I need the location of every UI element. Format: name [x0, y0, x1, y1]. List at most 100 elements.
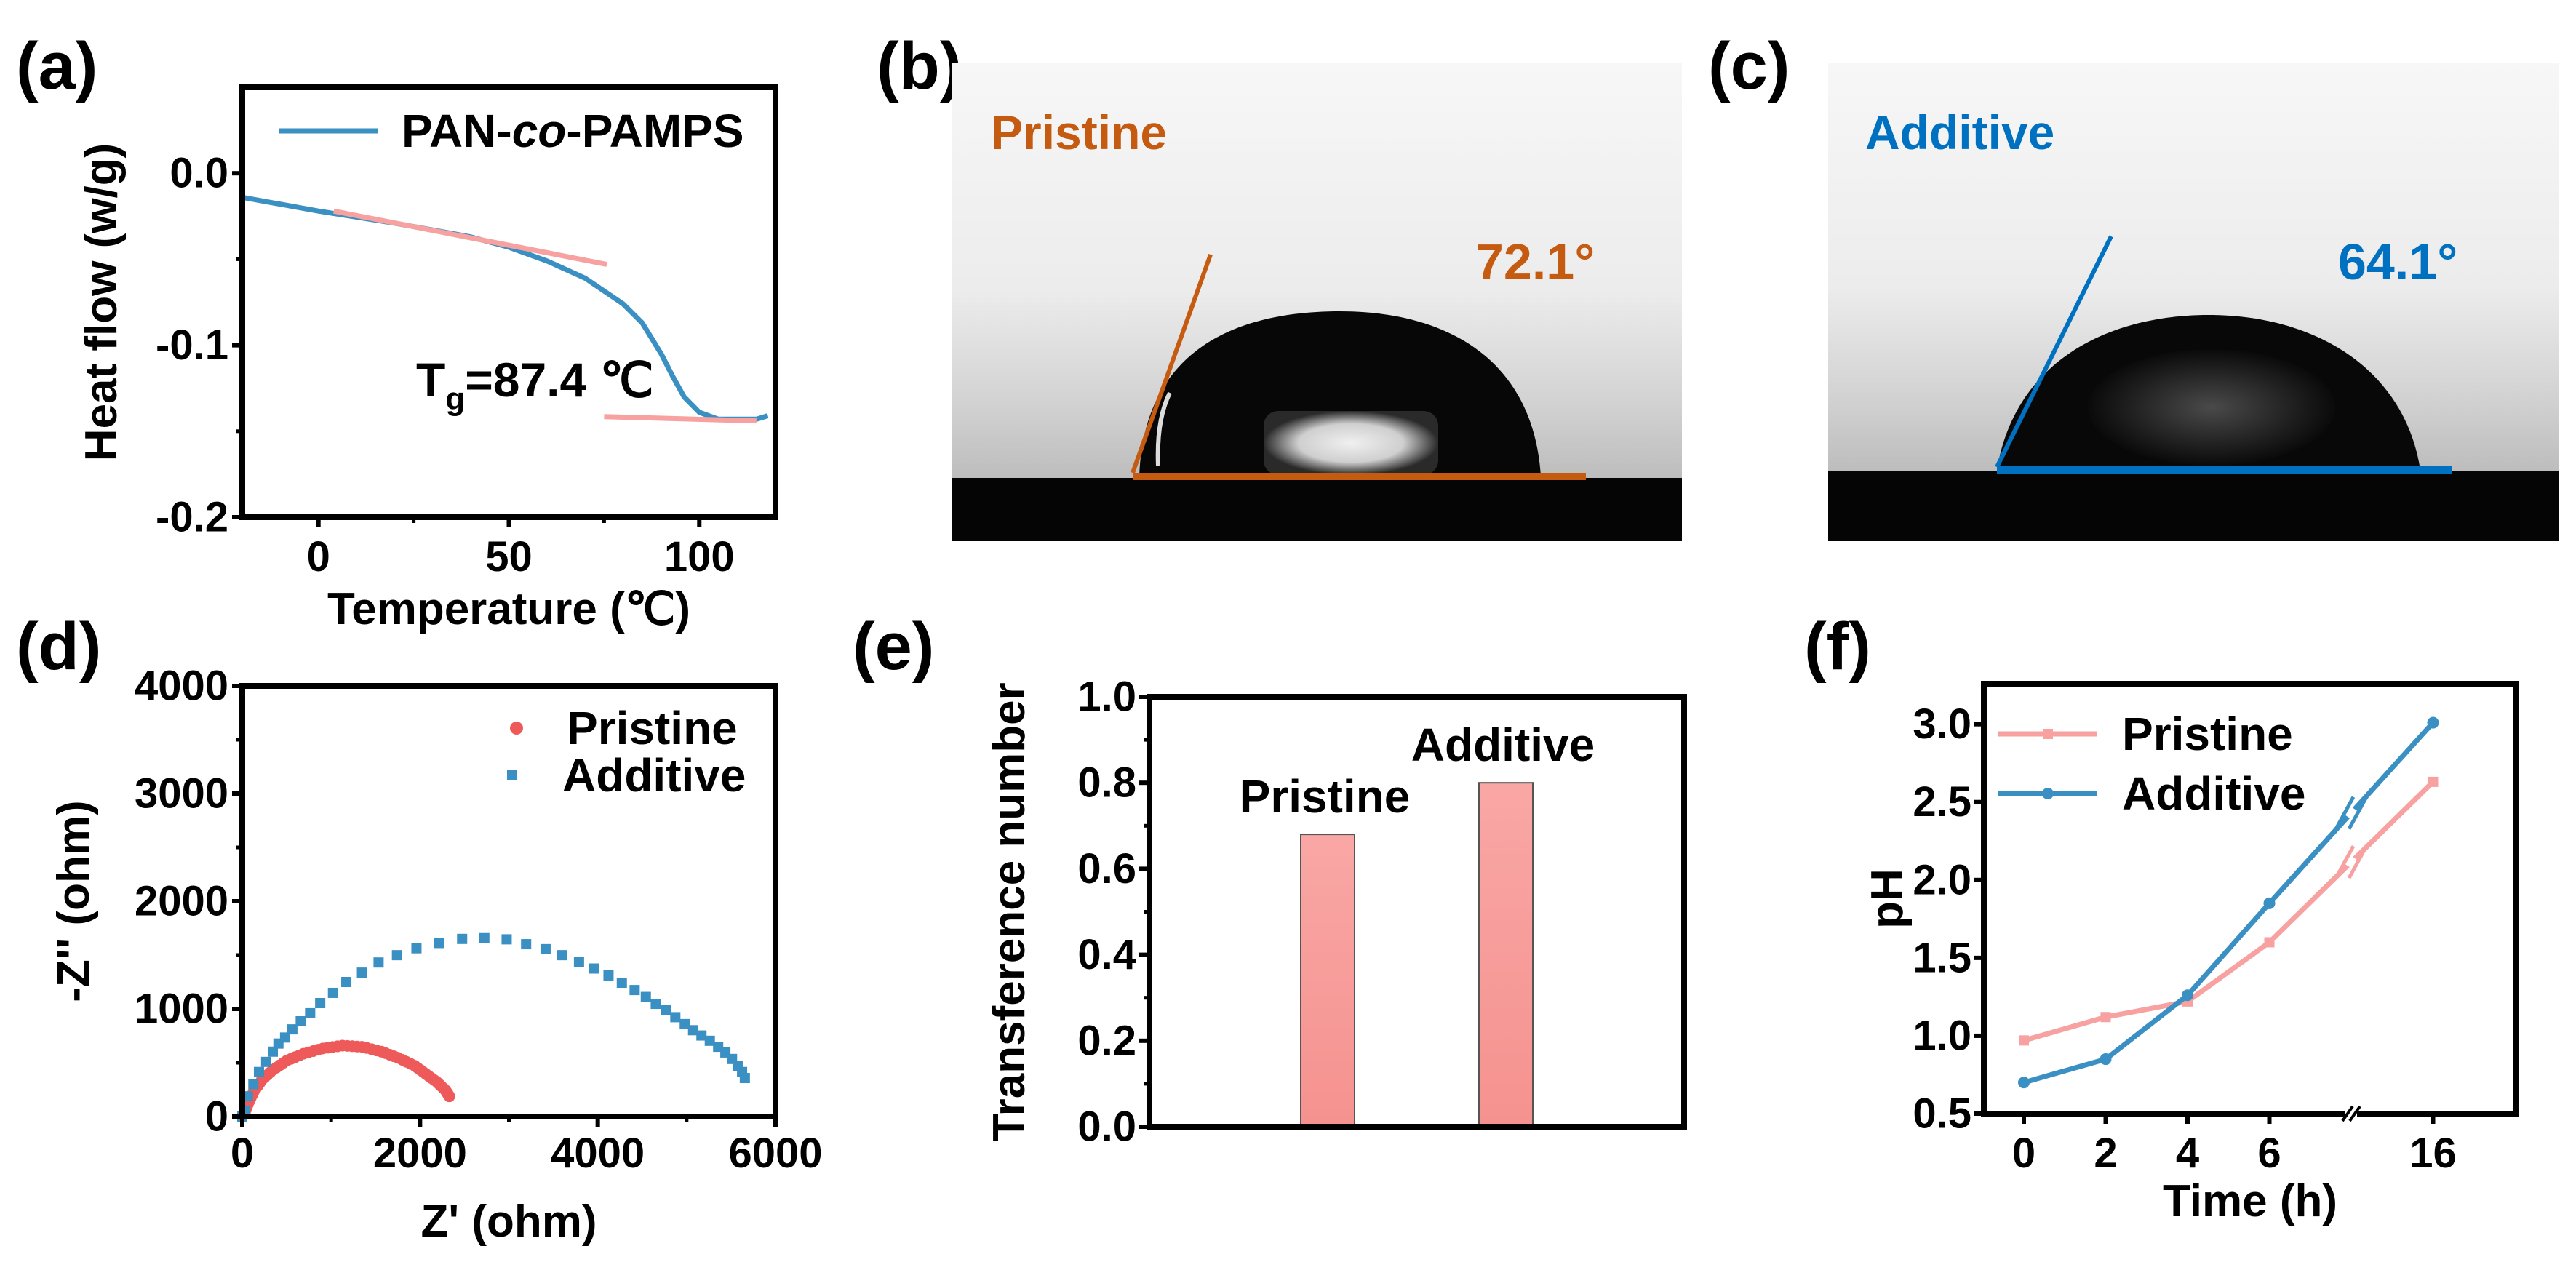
legend-label-part: -PAMPS: [566, 105, 743, 157]
data-point-additive: [739, 1073, 750, 1084]
y-tick-label: 4000: [135, 663, 228, 710]
data-point-additive: [521, 939, 532, 950]
y-axis-title: Heat flow (w/g): [76, 143, 127, 461]
data-point-additive: [356, 967, 367, 978]
data-point-additive: [640, 991, 651, 1002]
y-tick-label: 2.0: [1913, 856, 1971, 903]
x-tick-label: 4: [2176, 1130, 2199, 1177]
data-point-additive: [268, 1046, 279, 1057]
data-point-additive: [279, 1032, 290, 1043]
data-point-pristine: [2264, 937, 2275, 948]
droplet-highlight: [1155, 391, 1172, 466]
substrate: [952, 478, 1682, 541]
data-point-additive: [2263, 897, 2276, 909]
y-tick-label: 1.0: [1913, 1012, 1971, 1059]
tg-annotation-sub: g: [445, 381, 465, 417]
y-tick-label: 0.5: [1913, 1090, 1971, 1138]
data-point-additive: [540, 943, 551, 954]
tangent-line: [1995, 235, 2113, 468]
data-point-additive: [248, 1079, 259, 1090]
x-tick-label: 6: [2257, 1130, 2281, 1177]
y-tick-label: -0.2: [156, 494, 228, 541]
y-axis-title: pH: [1862, 868, 1913, 929]
y-tick-label: 0.4: [1077, 931, 1136, 978]
axis-break-mark: [2348, 1105, 2361, 1122]
y-tick-label: 0.6: [1077, 845, 1136, 892]
legend-label-pristine: Pristine: [567, 702, 738, 754]
x-tick-label: 4000: [551, 1130, 645, 1177]
data-point-additive: [679, 1018, 690, 1029]
line-break-mark: [2334, 796, 2356, 830]
data-point-additive: [650, 999, 661, 1010]
x-tick-label: 0: [2012, 1130, 2035, 1177]
data-point-additive: [305, 1007, 316, 1018]
data-point-additive: [704, 1035, 715, 1046]
data-point-additive: [687, 1025, 698, 1036]
data-point-additive: [670, 1012, 681, 1023]
contact-angle-value-additive: 64.1°: [2338, 233, 2457, 290]
tg-annotation-main: T: [416, 353, 445, 407]
data-point-additive: [573, 957, 584, 967]
legend-label-additive: Additive: [2122, 767, 2305, 820]
line-break-mark: [2347, 844, 2369, 879]
data-point-additive: [287, 1024, 298, 1035]
y-tick-label: 0.0: [1077, 1103, 1136, 1151]
y-tick-label: 0.8: [1077, 759, 1136, 807]
y-tick-label: 2.5: [1913, 778, 1971, 826]
data-point-pristine: [2100, 1012, 2111, 1023]
panel-label-f: (f): [1804, 610, 1871, 684]
plot-frame: [1981, 681, 2519, 1117]
x-tick-label: 0: [231, 1130, 254, 1177]
y-tick-label: 1000: [135, 986, 228, 1033]
data-point-additive: [457, 933, 468, 944]
data-point-additive: [434, 938, 444, 949]
data-point-additive: [373, 957, 384, 968]
data-point-additive: [589, 963, 599, 974]
y-tick-label: 0: [205, 1093, 228, 1141]
contact-angle-image-pristine: Pristine 72.1°: [952, 63, 1682, 541]
panel-label-c: (c): [1708, 29, 1790, 103]
y-tick-label: 3.0: [1913, 700, 1971, 748]
legend-label: PAN-co-PAMPS: [402, 105, 744, 157]
sample-label-pristine: Pristine: [991, 105, 1167, 159]
tangent-line: [604, 414, 757, 424]
panel-label-d: (d): [16, 610, 101, 684]
bar-additive: [1478, 782, 1534, 1127]
legend-label-part: PAN-: [402, 105, 512, 157]
data-point-additive: [327, 987, 338, 998]
tangent-line: [1131, 253, 1213, 474]
data-point-additive: [629, 985, 640, 996]
y-tick-label: 3000: [135, 770, 228, 818]
line-break-mark: [2347, 796, 2369, 830]
x-tick-label: 0: [307, 533, 330, 580]
data-point-pristine: [2428, 776, 2439, 787]
panel-label-b: (b): [877, 29, 962, 103]
data-point-additive: [242, 1091, 253, 1102]
legend-marker-additive: [507, 770, 517, 780]
data-point-additive: [479, 932, 490, 943]
data-point-pristine: [2019, 1035, 2029, 1046]
y-axis-title: Transference number: [984, 682, 1034, 1141]
contact-angle-value-pristine: 72.1°: [1475, 233, 1595, 290]
x-tick-label: 16: [2409, 1130, 2457, 1177]
data-point-additive: [2100, 1053, 2112, 1066]
x-tick-label: 6000: [728, 1130, 822, 1177]
bar-label-pristine: Pristine: [1240, 770, 1411, 823]
legend-label-pristine: Pristine: [2122, 708, 2293, 760]
x-tick-label: 50: [485, 533, 533, 580]
chart-dsc: -0.2 -0.1 0.0 Heat flow (w/g) 0 50 100Temperat…: [76, 84, 778, 634]
data-point-additive: [501, 934, 512, 945]
x-tick-label: 100: [664, 533, 735, 580]
y-tick-label: 0.2: [1077, 1017, 1136, 1064]
y-tick-label: 0.0: [170, 150, 228, 197]
y-axis-title: -Z'' (ohm): [49, 800, 99, 1002]
y-tick-label: 1.0: [1077, 674, 1136, 721]
data-point-additive: [391, 950, 402, 961]
tangent-line: [333, 208, 607, 267]
data-point-additive: [295, 1016, 306, 1027]
data-point-additive: [2427, 716, 2439, 729]
x-tick-label: 2: [2094, 1130, 2117, 1177]
legend-marker-additive: [2042, 788, 2054, 799]
